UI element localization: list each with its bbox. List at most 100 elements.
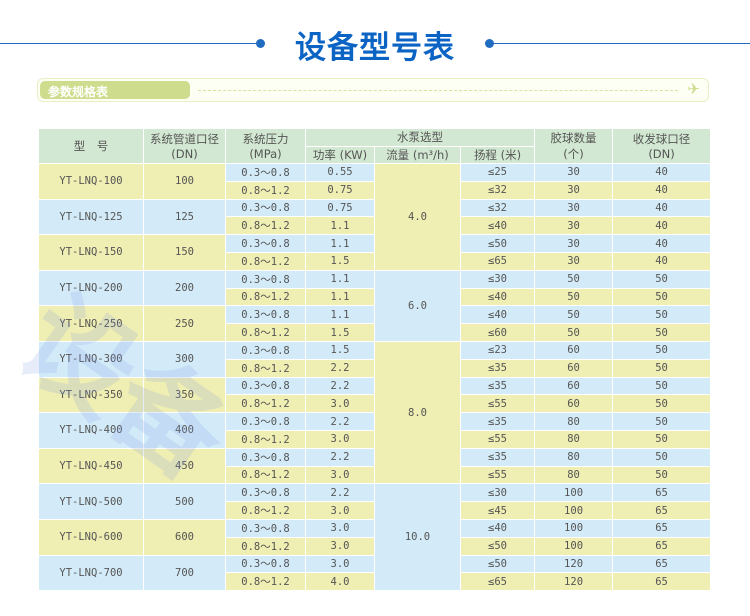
header-port: 收发球口径 (DN) xyxy=(612,128,712,164)
diameter-cell: 350 xyxy=(143,376,226,414)
balls-cell: 50 xyxy=(534,305,614,325)
pressure-cell: 0.3～0.8 xyxy=(225,412,306,431)
model-cell: YT-LNQ-450 xyxy=(38,447,144,485)
balls-cell: 100 xyxy=(534,501,614,520)
spec-table: 型 号 系统管道口径 (DN) 系统压力 (MPa) 水泵选型 胶球数量 (个) 收发… xyxy=(38,128,712,592)
port-cell: 65 xyxy=(612,554,712,574)
port-cell: 40 xyxy=(612,234,712,253)
head-cell: ≤55 xyxy=(459,465,536,485)
head-cell: ≤30 xyxy=(459,269,536,289)
table-row: 0.8～1.2 3.0 ≤55 60 50 xyxy=(39,394,712,414)
model-cell: YT-LNQ-125 xyxy=(38,198,144,236)
table-row: YT-LNQ-200 200 0.3～0.8 1.1 6.0 ≤30 50 50 xyxy=(38,269,712,342)
port-cell: 40 xyxy=(612,251,712,271)
head-cell: ≤65 xyxy=(459,572,536,592)
model-cell: YT-LNQ-100 xyxy=(38,163,144,200)
plane-icon: ✈ xyxy=(687,80,700,98)
balls-cell: 100 xyxy=(534,518,614,538)
table-row: YT-LNQ-300 300 0.3～0.8 1.5 8.0 ≤23 60 50 xyxy=(38,340,712,485)
power-cell: 0.75 xyxy=(305,198,375,218)
power-cell: 1.1 xyxy=(305,305,375,325)
table-row: YT-LNQ-700 700 0.3～0.8 3.0 ≤50 120 65 xyxy=(38,554,712,592)
head-cell: ≤35 xyxy=(459,376,536,396)
power-cell: 3.0 xyxy=(305,501,375,520)
port-cell: 50 xyxy=(612,340,712,360)
head-cell: ≤50 xyxy=(459,234,536,253)
pressure-cell: 0.3～0.8 xyxy=(225,163,306,182)
table-row: 0.8～1.2 1.5 ≤60 50 50 xyxy=(39,323,712,342)
port-cell: 40 xyxy=(612,180,712,200)
power-cell: 4.0 xyxy=(305,572,375,592)
port-cell: 50 xyxy=(612,305,712,325)
header-balls: 胶球数量 (个) xyxy=(534,128,614,164)
diameter-cell: 250 xyxy=(143,305,226,342)
head-cell: ≤35 xyxy=(459,447,536,467)
banner-divider xyxy=(198,90,678,91)
table-row: YT-LNQ-250 250 0.3～0.8 1.1 ≤40 50 50 xyxy=(38,305,712,342)
power-cell: 3.0 xyxy=(305,518,375,538)
model-cell: YT-LNQ-350 xyxy=(38,376,144,414)
header-model: 型 号 xyxy=(38,128,144,164)
balls-cell: 80 xyxy=(534,429,614,449)
port-cell: 50 xyxy=(612,465,712,485)
power-cell: 0.75 xyxy=(305,180,375,200)
power-cell: 2.2 xyxy=(305,483,375,503)
port-cell: 40 xyxy=(612,198,712,218)
diameter-cell: 125 xyxy=(143,198,226,236)
power-cell: 0.55 xyxy=(305,163,375,182)
model-cell: YT-LNQ-150 xyxy=(38,234,144,271)
port-cell: 65 xyxy=(612,572,712,592)
table-row: 0.8～1.2 2.2 ≤35 60 50 xyxy=(39,358,712,378)
title-line-right xyxy=(494,43,750,44)
power-cell: 1.1 xyxy=(305,269,375,289)
balls-cell: 80 xyxy=(534,465,614,485)
model-cell: YT-LNQ-300 xyxy=(38,340,144,378)
head-cell: ≤40 xyxy=(459,518,536,538)
head-cell: ≤32 xyxy=(459,198,536,218)
port-cell: 50 xyxy=(612,394,712,414)
balls-cell: 30 xyxy=(534,163,614,182)
flow-cell: 4.0 xyxy=(374,163,461,271)
table-row: YT-LNQ-500 500 0.3～0.8 2.2 10.0 ≤30 100 65 xyxy=(38,483,712,592)
power-cell: 1.1 xyxy=(305,287,375,307)
head-cell: ≤40 xyxy=(459,305,536,325)
head-cell: ≤55 xyxy=(459,429,536,449)
power-cell: 1.5 xyxy=(305,251,375,271)
balls-cell: 120 xyxy=(534,572,614,592)
diameter-cell: 600 xyxy=(143,518,226,556)
power-cell: 3.0 xyxy=(305,465,375,485)
pressure-cell: 0.3～0.8 xyxy=(225,447,306,467)
head-cell: ≤40 xyxy=(459,287,536,307)
balls-cell: 30 xyxy=(534,198,614,218)
title-dot-right xyxy=(485,39,494,48)
head-cell: ≤50 xyxy=(459,554,536,574)
header-head: 扬程 (米) xyxy=(459,145,536,164)
pressure-cell: 0.3～0.8 xyxy=(225,234,306,253)
header-pressure: 系统压力 (MPa) xyxy=(225,128,306,164)
power-cell: 1.1 xyxy=(305,234,375,253)
model-cell: YT-LNQ-250 xyxy=(38,305,144,342)
pressure-cell: 0.3～0.8 xyxy=(225,305,306,325)
head-cell: ≤35 xyxy=(459,412,536,431)
pressure-cell: 0.8～1.2 xyxy=(225,572,306,592)
power-cell: 2.2 xyxy=(305,358,375,378)
header-diameter: 系统管道口径 (DN) xyxy=(143,128,226,164)
power-cell: 3.0 xyxy=(305,554,375,574)
diameter-cell: 200 xyxy=(143,269,226,307)
pressure-cell: 0.8～1.2 xyxy=(225,323,306,342)
table-row: 0.8～1.2 0.75 ≤32 30 40 xyxy=(39,180,712,200)
table-row: YT-LNQ-350 350 0.3～0.8 2.2 ≤35 60 50 xyxy=(38,376,712,414)
table-row: YT-LNQ-400 400 0.3～0.8 2.2 ≤35 80 50 xyxy=(38,412,712,449)
table-row: 0.8～1.2 3.0 ≤45 100 65 xyxy=(39,501,712,520)
port-cell: 50 xyxy=(612,323,712,342)
pressure-cell: 0.8～1.2 xyxy=(225,287,306,307)
section-banner: 参数规格表 ✈ xyxy=(37,78,709,102)
head-cell: ≤25 xyxy=(459,163,536,182)
model-cell: YT-LNQ-600 xyxy=(38,518,144,556)
diameter-cell: 150 xyxy=(143,234,226,271)
diameter-cell: 700 xyxy=(143,554,226,592)
balls-cell: 30 xyxy=(534,234,614,253)
diameter-cell: 450 xyxy=(143,447,226,485)
pressure-cell: 0.8～1.2 xyxy=(225,501,306,520)
head-cell: ≤30 xyxy=(459,483,536,503)
